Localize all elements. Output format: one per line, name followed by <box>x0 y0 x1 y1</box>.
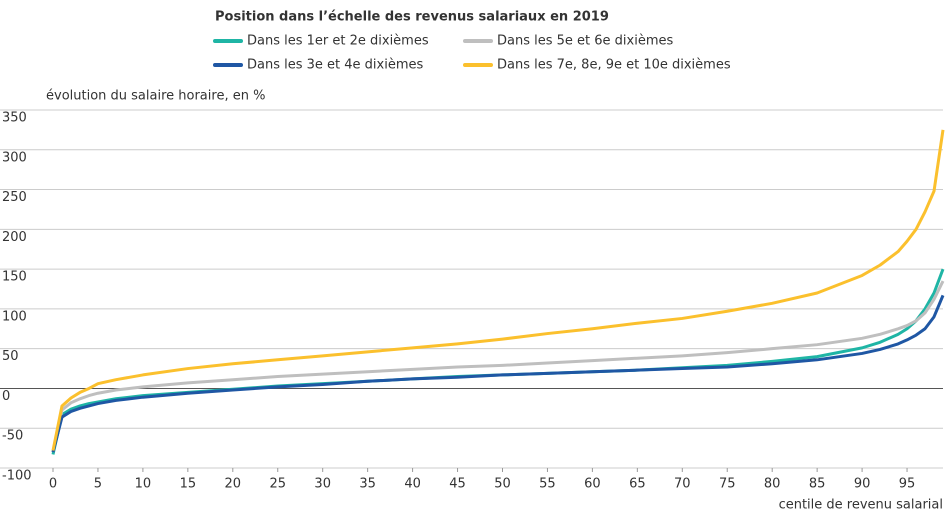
legend-title: Position dans l’échelle des revenus sala… <box>215 10 609 25</box>
series-line <box>51 129 945 451</box>
x-tick-label: 55 <box>539 477 556 492</box>
y-tick-label: 350 <box>2 111 27 126</box>
x-tick-label: 35 <box>359 477 376 492</box>
x-tick-label: 70 <box>674 477 691 492</box>
x-tick-label: 40 <box>404 477 421 492</box>
x-tick-label: 0 <box>49 477 57 492</box>
y-tick-label: 100 <box>2 309 27 324</box>
x-tick-label: 90 <box>854 477 871 492</box>
x-tick-label: 45 <box>449 477 466 492</box>
x-tick-label: 20 <box>225 477 242 492</box>
x-tick-label: 30 <box>314 477 331 492</box>
y-tick-label: 150 <box>2 270 27 285</box>
y-tick-label: 50 <box>2 349 19 364</box>
y-tick-label: 0 <box>2 389 10 404</box>
series-line <box>51 294 945 453</box>
x-tick-label: 65 <box>629 477 646 492</box>
x-tick-label: 75 <box>719 477 736 492</box>
y-tick-label: 200 <box>2 230 27 245</box>
x-tick-label: 5 <box>94 477 102 492</box>
x-tick-label: 15 <box>180 477 197 492</box>
y-tick-label: 250 <box>2 190 27 205</box>
y-tick-label: 300 <box>2 150 27 165</box>
x-tick-label: 25 <box>269 477 286 492</box>
x-tick-label: 85 <box>809 477 826 492</box>
y-tick-label: -50 <box>2 429 23 444</box>
legend-label: Dans les 3e et 4e dixièmes <box>247 58 423 73</box>
legend-label: Dans les 7e, 8e, 9e et 10e dixièmes <box>497 58 731 73</box>
series-line <box>51 280 945 453</box>
x-axis-label: centile de revenu salarial <box>779 498 943 513</box>
x-tick-label: 80 <box>764 477 781 492</box>
y-axis-label: évolution du salaire horaire, en % <box>46 89 265 104</box>
x-tick-label: 95 <box>899 477 916 492</box>
y-tick-label: -100 <box>2 469 32 484</box>
x-tick-label: 10 <box>135 477 152 492</box>
legend-label: Dans les 1er et 2e dixièmes <box>247 34 429 49</box>
legend-label: Dans les 5e et 6e dixièmes <box>497 34 673 49</box>
x-tick-label: 60 <box>584 477 601 492</box>
x-tick-label: 50 <box>494 477 511 492</box>
